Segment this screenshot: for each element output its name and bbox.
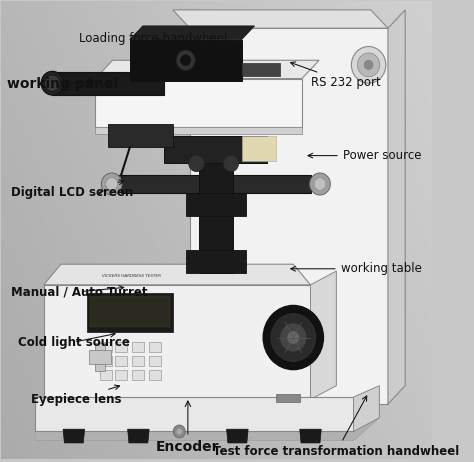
Text: Power source: Power source xyxy=(308,149,421,162)
Circle shape xyxy=(173,425,185,438)
Circle shape xyxy=(176,428,182,435)
Circle shape xyxy=(314,177,326,190)
Circle shape xyxy=(281,324,306,351)
Text: working table: working table xyxy=(291,262,421,275)
Bar xyxy=(242,136,276,161)
Polygon shape xyxy=(173,10,388,28)
Polygon shape xyxy=(354,386,379,432)
Bar xyxy=(100,356,112,366)
Circle shape xyxy=(41,71,64,95)
Circle shape xyxy=(351,47,386,83)
Bar xyxy=(115,370,127,380)
Bar xyxy=(149,342,161,352)
Circle shape xyxy=(101,173,122,195)
Polygon shape xyxy=(186,250,246,274)
Bar xyxy=(149,356,161,366)
Polygon shape xyxy=(108,124,173,147)
Polygon shape xyxy=(35,418,379,441)
Bar xyxy=(90,296,170,328)
Polygon shape xyxy=(95,60,319,79)
Text: Eyepiece lens: Eyepiece lens xyxy=(31,385,121,406)
Text: VICKERS HARDNESS TESTER: VICKERS HARDNESS TESTER xyxy=(102,274,162,278)
Circle shape xyxy=(181,55,191,66)
Circle shape xyxy=(287,331,299,344)
Bar xyxy=(87,293,173,332)
Polygon shape xyxy=(300,429,321,443)
Circle shape xyxy=(189,155,204,172)
Text: Manual / Auto Turret: Manual / Auto Turret xyxy=(11,285,148,298)
Text: RS 232 port: RS 232 port xyxy=(291,62,380,89)
Polygon shape xyxy=(121,175,310,193)
Circle shape xyxy=(45,75,60,91)
Polygon shape xyxy=(95,127,302,134)
Polygon shape xyxy=(227,429,248,443)
Text: Digital LCD screen: Digital LCD screen xyxy=(11,180,134,199)
Polygon shape xyxy=(130,26,255,40)
Circle shape xyxy=(106,177,118,190)
Bar xyxy=(132,356,144,366)
Polygon shape xyxy=(35,397,354,432)
Circle shape xyxy=(271,314,316,361)
Circle shape xyxy=(310,173,330,195)
Circle shape xyxy=(365,60,373,69)
Polygon shape xyxy=(164,136,267,164)
Bar xyxy=(100,342,112,352)
Polygon shape xyxy=(310,271,337,400)
Bar xyxy=(132,370,144,380)
Bar xyxy=(276,394,300,402)
Text: Test force transformation handwheel: Test force transformation handwheel xyxy=(213,396,459,458)
Polygon shape xyxy=(130,40,242,81)
Polygon shape xyxy=(63,429,84,443)
Bar xyxy=(100,370,112,380)
Circle shape xyxy=(223,155,238,172)
Polygon shape xyxy=(186,193,246,216)
Circle shape xyxy=(357,53,380,77)
Polygon shape xyxy=(95,79,302,127)
Text: Encoder: Encoder xyxy=(156,401,219,454)
Bar xyxy=(94,343,105,371)
Polygon shape xyxy=(44,264,310,285)
Polygon shape xyxy=(128,429,149,443)
Polygon shape xyxy=(199,164,233,274)
Bar xyxy=(132,342,144,352)
Circle shape xyxy=(263,305,323,370)
Polygon shape xyxy=(242,62,281,76)
Text: Cold light source: Cold light source xyxy=(18,332,130,349)
Bar xyxy=(115,342,127,352)
Bar xyxy=(115,356,127,366)
Polygon shape xyxy=(190,28,388,404)
Polygon shape xyxy=(44,285,310,400)
Polygon shape xyxy=(52,72,164,95)
Circle shape xyxy=(176,50,195,70)
Text: Loading force handwheel: Loading force handwheel xyxy=(79,32,228,45)
Bar xyxy=(89,350,111,364)
Polygon shape xyxy=(388,10,405,404)
Bar xyxy=(149,370,161,380)
Text: working panel: working panel xyxy=(7,77,118,91)
